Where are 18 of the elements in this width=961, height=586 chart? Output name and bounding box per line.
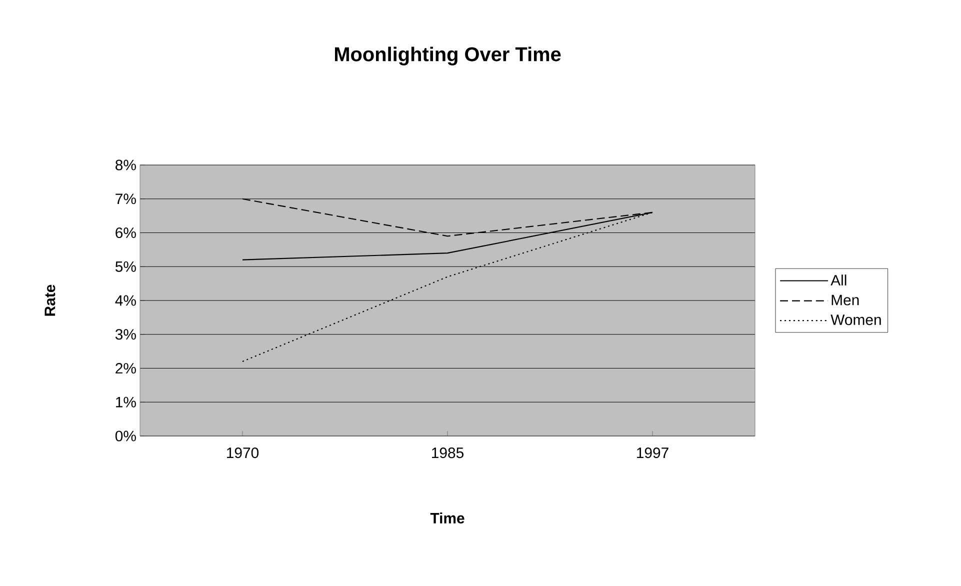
legend-label: Men	[832, 294, 859, 306]
y-tick-label: 6%	[116, 227, 136, 238]
y-tick-label: 3%	[115, 329, 136, 340]
x-tick-label: 1997	[637, 448, 668, 458]
y-axis-title: Rate	[44, 284, 56, 316]
y-tick-label: 5%	[115, 261, 136, 272]
x-tick-label: 1985	[432, 448, 464, 458]
legend-label: Women	[830, 314, 881, 326]
y-tick-label: 0%	[115, 430, 136, 442]
legend-label: All	[830, 274, 846, 286]
y-tick-label: 7%	[116, 194, 136, 204]
y-tick-label: 8%	[116, 160, 136, 170]
x-axis-title: Time	[430, 512, 464, 524]
x-tick-label: 1970	[227, 448, 259, 458]
y-tick-label: 1%	[116, 396, 136, 408]
y-tick-label: 4%	[115, 295, 136, 306]
y-tick-label: 2%	[116, 362, 136, 374]
chart-title: Moonlighting Over Time	[334, 46, 561, 66]
